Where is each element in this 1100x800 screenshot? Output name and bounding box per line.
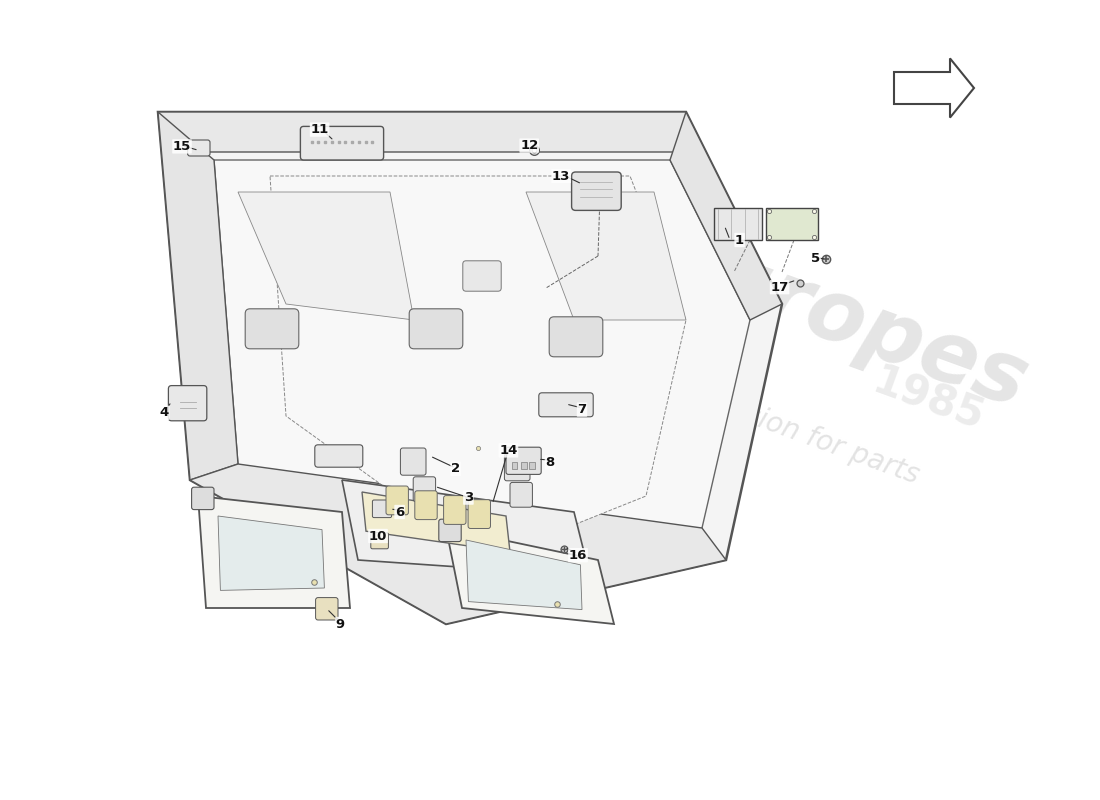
FancyBboxPatch shape — [191, 487, 214, 510]
Text: europes: europes — [641, 214, 1040, 426]
FancyBboxPatch shape — [315, 445, 363, 467]
Text: 1985: 1985 — [867, 361, 990, 439]
Bar — [521, 462, 527, 469]
FancyBboxPatch shape — [373, 500, 392, 518]
FancyBboxPatch shape — [316, 598, 338, 620]
Polygon shape — [270, 176, 686, 560]
Text: 15: 15 — [173, 140, 191, 153]
FancyBboxPatch shape — [245, 309, 299, 349]
Polygon shape — [158, 112, 782, 624]
Polygon shape — [158, 112, 694, 152]
Text: 1: 1 — [735, 234, 745, 246]
Polygon shape — [158, 112, 238, 480]
FancyBboxPatch shape — [505, 454, 530, 481]
Polygon shape — [190, 464, 726, 624]
FancyBboxPatch shape — [439, 519, 461, 542]
FancyBboxPatch shape — [400, 448, 426, 475]
FancyBboxPatch shape — [463, 261, 502, 291]
Text: 12: 12 — [520, 139, 538, 152]
Polygon shape — [218, 516, 324, 590]
Bar — [766, 208, 818, 240]
Text: 9: 9 — [336, 618, 345, 630]
Polygon shape — [446, 528, 614, 624]
Polygon shape — [670, 112, 782, 320]
Text: 3: 3 — [464, 491, 473, 504]
Polygon shape — [198, 496, 350, 608]
FancyBboxPatch shape — [386, 486, 408, 515]
Polygon shape — [342, 480, 590, 576]
FancyBboxPatch shape — [168, 386, 207, 421]
FancyBboxPatch shape — [443, 495, 466, 525]
FancyBboxPatch shape — [572, 172, 621, 210]
Polygon shape — [362, 492, 510, 552]
Bar — [512, 462, 517, 469]
Text: 14: 14 — [499, 444, 518, 457]
Text: 11: 11 — [310, 123, 329, 136]
Text: 8: 8 — [546, 456, 554, 469]
Text: 17: 17 — [770, 281, 789, 294]
FancyBboxPatch shape — [506, 447, 541, 474]
FancyBboxPatch shape — [409, 309, 463, 349]
Text: 16: 16 — [569, 549, 587, 562]
FancyBboxPatch shape — [469, 500, 491, 529]
Text: 4: 4 — [160, 406, 169, 419]
Text: 13: 13 — [552, 170, 571, 182]
Text: 5: 5 — [811, 252, 821, 265]
Text: 10: 10 — [368, 530, 387, 542]
FancyBboxPatch shape — [188, 140, 210, 156]
Bar — [529, 462, 535, 469]
Polygon shape — [466, 540, 582, 610]
FancyBboxPatch shape — [539, 393, 593, 417]
FancyBboxPatch shape — [549, 317, 603, 357]
FancyBboxPatch shape — [414, 477, 436, 502]
Text: 7: 7 — [578, 403, 586, 416]
Bar — [714, 208, 762, 240]
Polygon shape — [238, 192, 414, 320]
FancyBboxPatch shape — [371, 533, 388, 549]
Text: 2: 2 — [451, 462, 460, 475]
FancyBboxPatch shape — [300, 126, 384, 160]
Polygon shape — [214, 160, 750, 592]
Text: 6: 6 — [395, 506, 404, 518]
Text: a passion for parts: a passion for parts — [670, 374, 923, 490]
Polygon shape — [526, 192, 686, 320]
FancyBboxPatch shape — [415, 490, 437, 520]
FancyBboxPatch shape — [510, 482, 532, 507]
